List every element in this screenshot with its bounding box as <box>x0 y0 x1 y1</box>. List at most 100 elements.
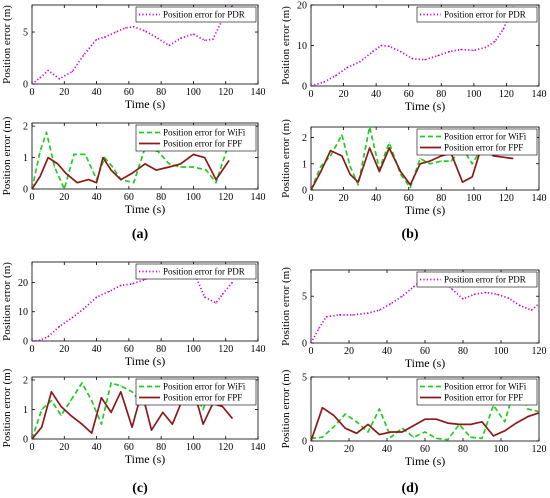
data-point <box>60 405 62 408</box>
data-point <box>502 156 504 158</box>
x-tick-label: 20 <box>339 89 349 100</box>
data-point <box>150 429 153 431</box>
data-point <box>359 61 361 63</box>
x-tick-label: 20 <box>344 346 354 357</box>
panel-d: 0 20 40 60 80 100 120 0 5 Time (s) Position error … <box>280 267 547 496</box>
x-tick-label: 120 <box>532 346 547 357</box>
x-tick-label: 20 <box>59 442 69 453</box>
data-point <box>120 385 122 387</box>
x-tick-label: 40 <box>371 89 381 100</box>
data-point <box>120 391 122 393</box>
data-point <box>352 314 354 316</box>
data-point <box>400 173 402 175</box>
data-point <box>440 155 442 157</box>
data-point <box>318 328 320 330</box>
data-point <box>367 312 369 314</box>
x-tick-label: 120 <box>532 444 547 455</box>
data-point <box>231 417 233 419</box>
data-point <box>120 179 122 181</box>
y-axis-label: Position error (m) <box>280 119 292 198</box>
data-point <box>63 188 65 189</box>
data-point <box>390 436 392 438</box>
data-point <box>47 69 49 72</box>
x-tick-label: 20 <box>59 344 69 355</box>
x-tick-label: 80 <box>156 87 166 98</box>
data-point <box>508 297 510 299</box>
data-point <box>344 427 346 429</box>
data-point <box>202 423 204 425</box>
plot-frame <box>31 261 259 342</box>
y-tick-label: 0 <box>23 337 28 348</box>
x-axis-label: Time (s) <box>125 97 166 111</box>
data-point <box>112 166 114 168</box>
data-point <box>409 184 411 186</box>
data-point <box>401 427 403 429</box>
data-point <box>110 411 112 413</box>
data-point <box>96 182 98 184</box>
legend-label: Position error for PDR <box>444 10 526 20</box>
data-point <box>378 434 380 436</box>
data-point <box>110 169 112 171</box>
x-tick-label: 120 <box>499 89 514 100</box>
x-tick-label: 100 <box>494 346 509 357</box>
y-tick-label: 10 <box>297 41 307 52</box>
data-point <box>357 184 359 186</box>
data-point <box>70 414 72 416</box>
data-point <box>323 81 325 83</box>
data-point <box>461 181 464 183</box>
legend-label: Position error for PDR <box>163 267 245 277</box>
data-point <box>378 309 380 311</box>
legend-label: Position error for WiFi <box>444 132 527 142</box>
data-point <box>470 436 472 438</box>
legend-label: Position error for WiFi <box>163 128 246 138</box>
plot-frame <box>31 4 259 85</box>
data-point <box>32 340 33 341</box>
legend-box <box>416 6 538 23</box>
x-axis-label: Time (s) <box>125 202 166 216</box>
data-point <box>110 382 112 384</box>
data-point <box>378 408 380 410</box>
x-tick-label: 100 <box>466 89 481 100</box>
data-point <box>527 416 529 418</box>
data-point <box>311 189 312 190</box>
legend-label: Position error for PDR <box>163 10 245 20</box>
data-point <box>367 423 369 425</box>
data-point <box>338 314 341 316</box>
data-point <box>108 290 111 292</box>
data-point <box>81 423 83 425</box>
x-tick-label: 80 <box>436 89 446 100</box>
data-point <box>424 418 426 420</box>
x-tick-label: 0 <box>309 193 314 204</box>
data-point <box>388 45 390 47</box>
plot: 0 20 40 60 80 100 120 140 0 1 2 Time (s) Position er… <box>1 116 266 216</box>
data-point <box>356 421 358 423</box>
plot: 0 20 40 60 80 100 120 140 0 10 20 Time (s) Position … <box>280 1 547 114</box>
data-point <box>413 436 415 438</box>
plot: 0 20 40 60 80 100 120 0 5 Time (s) Position error … <box>280 369 547 468</box>
data-point <box>39 339 41 341</box>
legend-box <box>135 124 257 152</box>
legend-label: Position error for FPF <box>163 139 242 149</box>
legend-box <box>135 263 257 280</box>
x-tick-label: 0 <box>309 89 314 100</box>
plot-frame <box>31 122 259 190</box>
data-point <box>47 157 49 159</box>
data-point <box>32 438 33 439</box>
data-point <box>390 431 392 433</box>
data-point <box>401 295 403 297</box>
x-tick-label: 140 <box>251 442 266 453</box>
data-point <box>538 303 539 305</box>
y-tick-label: 1 <box>302 159 307 170</box>
data-point <box>329 150 332 152</box>
y-axis-label: Position error (m) <box>280 6 292 85</box>
data-point <box>485 291 487 294</box>
data-point <box>168 44 170 47</box>
data-point <box>429 160 431 162</box>
data-point <box>204 157 206 159</box>
data-point <box>32 83 33 84</box>
legend-label: Position error for FPF <box>444 143 523 153</box>
data-point <box>179 37 182 39</box>
plot-frame <box>31 376 259 440</box>
